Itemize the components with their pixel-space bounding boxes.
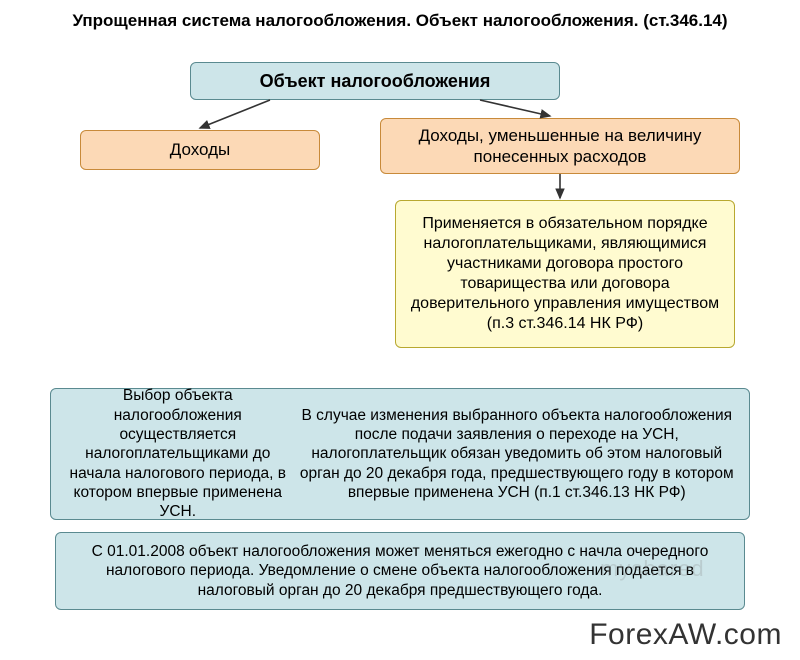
box-mandatory-note: Применяется в обязательном порядке налог…	[395, 200, 735, 348]
box-choice-rule: Выбор объекта налогообложения осуществля…	[50, 388, 750, 520]
box-tax-object-header: Объект налогообложения	[190, 62, 560, 100]
box-income: Доходы	[80, 130, 320, 170]
diagram-title: Упрощенная система налогообложения. Объе…	[0, 0, 800, 38]
watermark-logo: ForexAW.com	[589, 618, 782, 652]
box-income-minus-exp: Доходы, уменьшенные на величину понесенн…	[380, 118, 740, 174]
watermark-faint: myshared	[600, 556, 705, 582]
